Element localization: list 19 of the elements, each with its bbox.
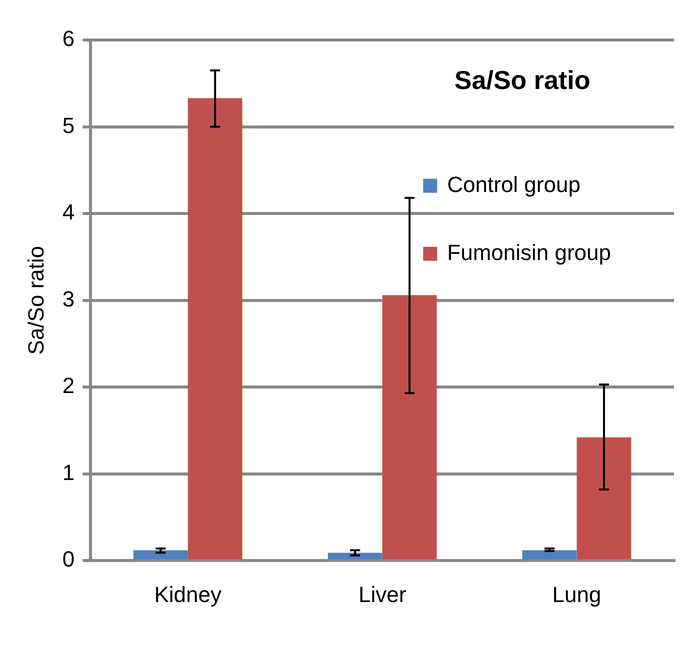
text: Sa/So ratio bbox=[454, 65, 590, 96]
y-tick-label: 4 bbox=[62, 200, 75, 225]
bar bbox=[382, 295, 437, 560]
legend-label: Control group bbox=[447, 172, 580, 197]
y-tick-label: 1 bbox=[62, 460, 75, 485]
bar bbox=[188, 98, 242, 560]
y-tick-label: 3 bbox=[62, 286, 75, 312]
y-tick-label: 0 bbox=[62, 546, 75, 572]
y-axis-title: Sa/So ratio bbox=[23, 246, 48, 355]
x-tick-label: Kidney bbox=[154, 582, 222, 607]
x-tick-label: Liver bbox=[358, 582, 406, 607]
y-tick-label: 2 bbox=[62, 373, 75, 398]
y-tick-label: 5 bbox=[62, 112, 75, 138]
bar bbox=[133, 550, 188, 560]
bar bbox=[576, 437, 632, 560]
bar bbox=[522, 550, 577, 560]
legend-label: Fumonisin group bbox=[447, 240, 612, 265]
x-tick-label: Lung bbox=[552, 582, 602, 607]
y-tick-label: 6 bbox=[62, 26, 75, 52]
